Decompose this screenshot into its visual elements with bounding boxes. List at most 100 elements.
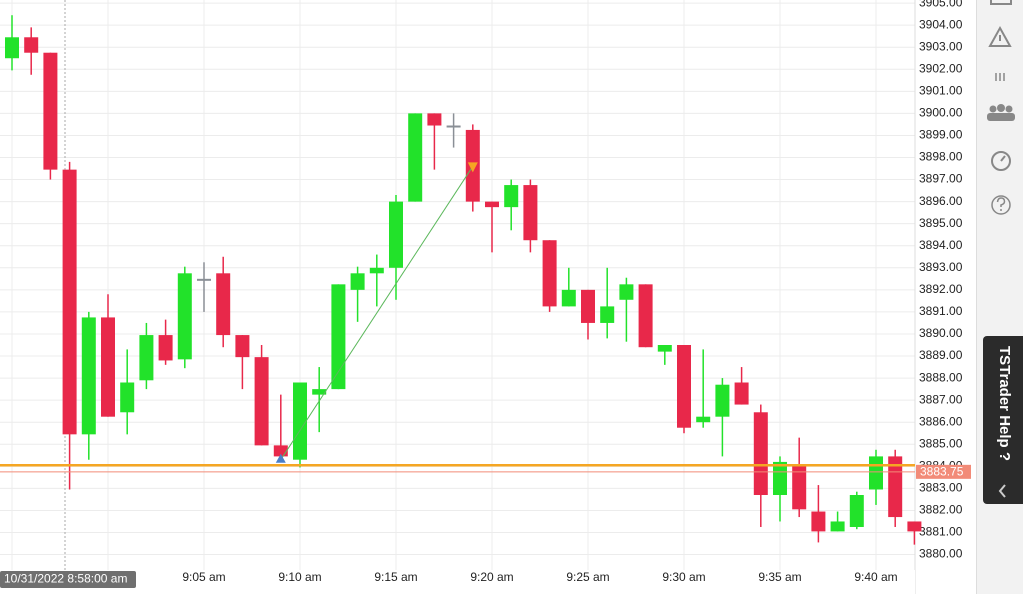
candle-body	[81, 317, 96, 435]
x-tick-label: 9:25 am	[566, 570, 609, 584]
candle-body	[638, 284, 653, 348]
help-tab[interactable]: TSTrader Help ?	[983, 336, 1023, 504]
candle-body	[446, 125, 461, 128]
y-tick-label: 3894.00	[919, 238, 963, 252]
help-tab-text: TSTrader Help ?	[996, 346, 1013, 462]
x-tick-label: 9:20 am	[470, 570, 513, 584]
candle-body	[293, 382, 307, 460]
candle-body	[120, 382, 135, 413]
candle-body	[101, 317, 115, 417]
candle-body	[619, 284, 634, 300]
candle-body	[24, 37, 39, 53]
trendline	[280, 166, 474, 460]
chart: 3880.003881.003882.003883.003884.003885.…	[0, 0, 971, 594]
candle-body	[389, 201, 403, 268]
y-tick-label: 3882.00	[919, 503, 963, 517]
crosshair-label: 10/31/2022 8:58:00 am	[4, 572, 127, 586]
x-tick-label: 9:30 am	[662, 570, 705, 584]
y-tick-label: 3886.00	[919, 414, 963, 428]
candle-body	[331, 284, 346, 390]
candle-body	[273, 445, 288, 457]
candle-body	[753, 412, 768, 495]
x-tick-label: 9:35 am	[758, 570, 801, 584]
candle-body	[427, 113, 442, 126]
candle-body	[542, 240, 557, 307]
candle-body	[734, 382, 749, 405]
candle-body	[158, 335, 173, 361]
candle-body	[907, 521, 922, 532]
candle-body	[523, 185, 538, 241]
y-tick-label: 3897.00	[919, 172, 963, 186]
candle-body	[177, 273, 192, 360]
candle-body	[312, 389, 327, 395]
y-tick-label: 3880.00	[919, 547, 963, 561]
icon-gauge[interactable]	[991, 151, 1011, 171]
y-tick-label: 3888.00	[919, 370, 963, 384]
candle-body	[408, 113, 423, 202]
candle-body	[869, 456, 883, 490]
candle-body	[197, 278, 211, 281]
icon-help[interactable]	[991, 195, 1011, 215]
y-tick-label: 3902.00	[919, 61, 963, 75]
y-tick-label: 3887.00	[919, 392, 963, 406]
y-tick-label: 3903.00	[919, 39, 963, 53]
candle-body	[369, 267, 384, 274]
candle-body	[792, 464, 807, 510]
trendline-start	[275, 453, 286, 463]
candle-body	[600, 306, 615, 323]
y-tick-label: 3892.00	[919, 282, 963, 296]
candle-body	[485, 201, 499, 208]
icon-bars[interactable]	[995, 73, 1005, 81]
icon-alert[interactable]	[988, 25, 1012, 47]
y-tick-label: 3890.00	[919, 326, 963, 340]
y-tick-label: 3898.00	[919, 150, 963, 164]
candle-body	[677, 345, 691, 428]
candle-body	[139, 335, 154, 381]
candle-body	[350, 273, 365, 290]
x-tick-label: 9:40 am	[854, 570, 897, 584]
sidebar	[976, 0, 1023, 594]
y-tick-label: 3885.00	[919, 436, 963, 450]
candle-body	[504, 185, 519, 208]
last-price-box	[916, 464, 971, 479]
y-tick-label: 3901.00	[919, 83, 963, 97]
sidebar-icons	[987, 0, 1015, 215]
y-tick-label: 3899.00	[919, 128, 963, 142]
candle-body	[696, 416, 711, 423]
y-tick-label: 3904.00	[919, 17, 963, 31]
y-tick-label: 3893.00	[919, 260, 963, 274]
candle-body	[43, 52, 58, 170]
y-tick-label: 3905.00	[919, 0, 963, 9]
x-tick-label: 9:05 am	[182, 570, 225, 584]
candle-body	[62, 169, 77, 435]
candle-body	[657, 345, 672, 352]
y-tick-label: 3889.00	[919, 348, 963, 362]
collapse-icon[interactable]	[983, 481, 1023, 501]
last-price-label: 3883.75	[920, 465, 964, 479]
trendline-end	[467, 162, 478, 173]
y-tick-label: 3896.00	[919, 194, 963, 208]
candle-body	[254, 357, 269, 446]
icon-menu[interactable]	[990, 0, 1012, 5]
candle-body	[216, 273, 231, 336]
y-tick-label: 3883.00	[919, 481, 963, 495]
candle-body	[830, 521, 845, 532]
candle-body	[773, 461, 787, 495]
y-tick-label: 3895.00	[919, 216, 963, 230]
y-tick-label: 3900.00	[919, 106, 963, 120]
candle-body	[5, 37, 19, 59]
candle-body	[811, 511, 826, 532]
y-tick-label: 3881.00	[919, 525, 963, 539]
icon-users[interactable]	[987, 104, 1015, 121]
y-tick-label: 3891.00	[919, 304, 963, 318]
candle-body	[561, 289, 576, 307]
candle-body	[715, 384, 730, 417]
candle-body	[849, 495, 864, 527]
candle-body	[581, 289, 595, 323]
x-axis-band	[0, 570, 915, 594]
crosshair-label-box	[0, 571, 136, 588]
x-tick-label: 9:15 am	[374, 570, 417, 584]
candle-body	[235, 335, 250, 358]
x-tick-label: 9:10 am	[278, 570, 321, 584]
